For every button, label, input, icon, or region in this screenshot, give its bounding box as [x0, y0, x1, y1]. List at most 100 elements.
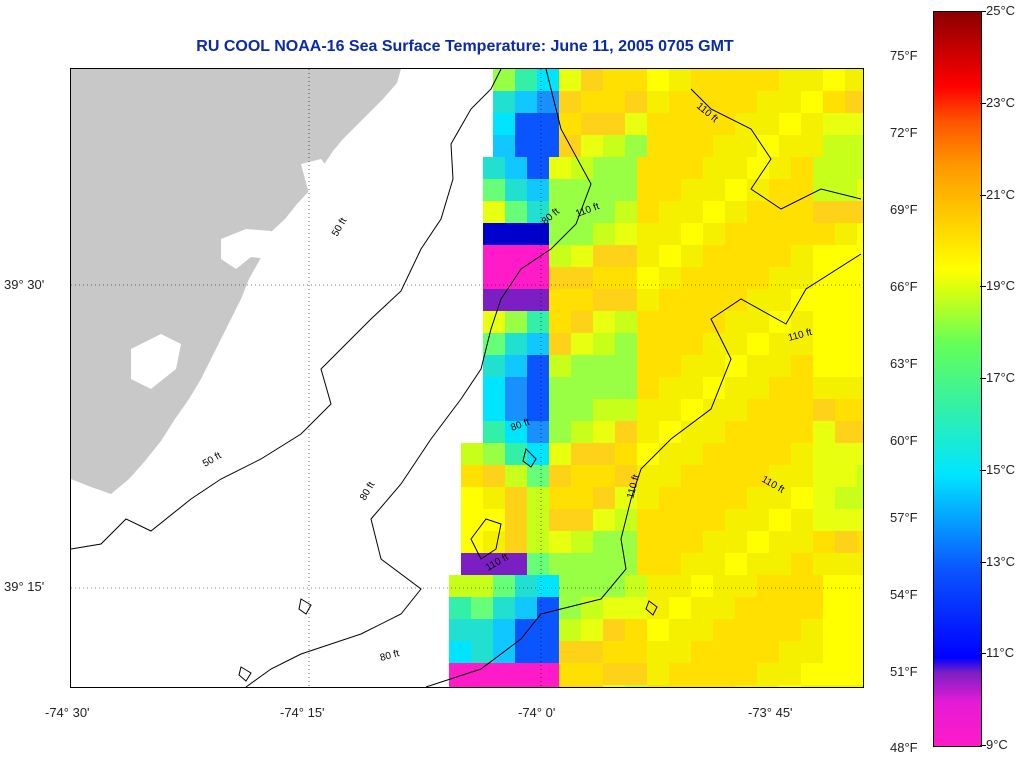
sst-cell	[747, 509, 770, 532]
sst-cell	[571, 487, 594, 510]
sst-cell	[681, 377, 704, 400]
sst-cell	[801, 135, 824, 158]
sst-cell	[659, 553, 682, 576]
sst-cell	[559, 641, 582, 664]
sst-cell	[725, 487, 748, 510]
sst-cell	[791, 531, 814, 554]
sst-cell	[757, 641, 780, 664]
sst-map[interactable]: 50 ft 50 ft 80 ft 80 ft 80 ft 80 ft 110 …	[70, 68, 864, 688]
sst-cell	[493, 135, 516, 158]
colorbar-celsius-label: 13°C	[986, 553, 1016, 569]
sst-cell	[581, 69, 604, 92]
sst-cell	[835, 421, 858, 444]
colorbar-fahrenheit-label: 75°F	[890, 48, 918, 63]
sst-cell	[835, 179, 858, 202]
sst-cell	[835, 377, 858, 400]
sst-cell	[757, 575, 780, 598]
sst-cell	[791, 421, 814, 444]
sst-cell	[713, 685, 736, 687]
sst-cell	[615, 223, 638, 246]
sst-cell	[581, 113, 604, 136]
sst-cell	[637, 157, 660, 180]
colorbar-celsius-label: 19°C	[986, 278, 1016, 294]
sst-cell	[813, 311, 836, 334]
sst-cell	[845, 663, 863, 686]
sst-cell	[779, 685, 802, 687]
sst-cell	[505, 245, 528, 268]
colorbar-tick	[980, 11, 986, 12]
sst-cell	[813, 355, 836, 378]
sst-cell	[625, 619, 648, 642]
sst-cell	[449, 619, 472, 642]
sst-cell	[483, 553, 506, 576]
sst-cell	[559, 91, 582, 114]
sst-cell	[713, 135, 736, 158]
sst-cell	[857, 399, 863, 422]
sst-map-canvas: 50 ft 50 ft 80 ft 80 ft 80 ft 80 ft 110 …	[71, 69, 863, 687]
sst-cell	[571, 223, 594, 246]
sst-cell	[603, 91, 626, 114]
lat-lon-grid	[71, 69, 863, 687]
sst-cell	[857, 421, 863, 444]
sst-cell	[857, 531, 863, 554]
sst-cell	[571, 333, 594, 356]
sst-cell	[691, 575, 714, 598]
sst-raster	[449, 69, 863, 687]
sst-cell	[779, 597, 802, 620]
sst-cell	[505, 157, 528, 180]
sst-cell	[647, 619, 670, 642]
sst-cell	[703, 355, 726, 378]
sst-cell	[593, 553, 616, 576]
sst-cell	[669, 597, 692, 620]
sst-cell	[857, 355, 863, 378]
sst-cell	[835, 267, 858, 290]
sst-cell	[747, 377, 770, 400]
sst-cell	[505, 399, 528, 422]
sst-cell	[725, 333, 748, 356]
sst-cell	[483, 267, 506, 290]
sst-cell	[647, 641, 670, 664]
lon-label-74-30: -74° 30'	[45, 705, 90, 720]
sst-cell	[703, 531, 726, 554]
sst-cell	[659, 487, 682, 510]
sst-cell	[813, 245, 836, 268]
colorbar-fahrenheit-label: 63°F	[890, 356, 918, 371]
sst-cell	[757, 663, 780, 686]
sst-cell	[449, 641, 472, 664]
sst-cell	[669, 685, 692, 687]
sst-cell	[615, 245, 638, 268]
sst-cell	[779, 135, 802, 158]
sst-cell	[549, 333, 572, 356]
sst-cell	[625, 663, 648, 686]
sst-cell	[713, 641, 736, 664]
temperature-colorbar	[933, 11, 982, 747]
sst-cell	[757, 113, 780, 136]
sst-cell	[527, 377, 550, 400]
sst-cell	[681, 487, 704, 510]
colorbar-tick	[980, 286, 986, 288]
sst-cell	[637, 289, 660, 312]
sst-cell	[735, 663, 758, 686]
colorbar-celsius-label: 17°C	[986, 370, 1016, 385]
sst-cell	[703, 311, 726, 334]
sst-cell	[669, 91, 692, 114]
sst-cell	[537, 685, 560, 687]
sst-cell	[791, 465, 814, 488]
sst-cell	[493, 619, 516, 642]
sst-cell	[449, 663, 472, 686]
sst-cell	[593, 267, 616, 290]
sst-cell	[559, 597, 582, 620]
sst-cell	[659, 245, 682, 268]
sst-cell	[857, 245, 863, 268]
sst-cell	[691, 597, 714, 620]
sst-cell	[747, 355, 770, 378]
sst-cell	[637, 223, 660, 246]
sst-cell	[637, 179, 660, 202]
sst-cell	[637, 465, 660, 488]
sst-cell	[603, 641, 626, 664]
sst-cell	[615, 157, 638, 180]
sst-cell	[757, 685, 780, 687]
sst-cell	[549, 377, 572, 400]
sst-cell	[571, 355, 594, 378]
colorbar-tick	[980, 653, 986, 655]
